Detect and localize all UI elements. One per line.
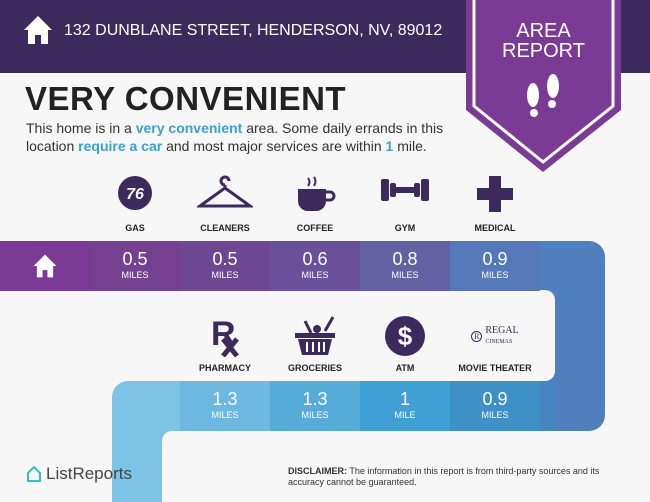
footprints-icon [527, 74, 559, 117]
hanger-icon [180, 175, 270, 216]
distance-value: 0.5 [122, 249, 148, 269]
rx-icon: R [180, 315, 270, 362]
description: This home is in a very convenient area. … [26, 120, 444, 154]
distance-cell-atm: 1 MILE [360, 381, 450, 431]
distance-unit: MILES [391, 270, 419, 280]
distance-value: 0.6 [302, 249, 328, 269]
distance-unit: MILES [481, 410, 509, 420]
path-inner-cut [162, 431, 180, 502]
medical-cross-icon [450, 175, 540, 218]
distance-cell-movie-theater: 0.9 MILES [450, 381, 540, 431]
address: 132 DUNBLANE STREET, HENDERSON, NV, 8901… [64, 22, 443, 39]
distance-value: 1 [399, 389, 410, 409]
path-segment [540, 381, 555, 431]
amenity-label: GAS [125, 223, 145, 233]
distance-value: 0.9 [482, 249, 508, 269]
gas-76-icon: 76 [90, 175, 180, 216]
amenity-label: MEDICAL [474, 223, 516, 233]
page-title: VERY CONVENIENT [25, 80, 347, 117]
amenity-label: PHARMACY [198, 363, 251, 373]
amenity-label: GROCERIES [287, 363, 342, 373]
svg-text:$: $ [398, 321, 413, 351]
home-icon [33, 254, 57, 278]
home-cell [0, 241, 90, 291]
distance-value: 1.3 [302, 389, 328, 409]
distance-cell-gas: 0.5 MILES [90, 241, 180, 291]
distance-value: 0.8 [392, 249, 418, 269]
amenity-label: ATM [395, 363, 415, 373]
distance-unit: MILES [301, 410, 329, 420]
distance-value: 0.9 [482, 389, 508, 409]
amenity-label: MOVIE THEATER [458, 363, 532, 373]
svg-text:76: 76 [126, 186, 144, 203]
distance-cell-cleaners: 0.5 MILES [180, 241, 270, 291]
distance-value: 0.5 [212, 249, 238, 269]
distance-cell-medical: 0.9 MILES [450, 241, 540, 291]
amenity-label: CLEANERS [200, 223, 250, 233]
disclaimer: DISCLAIMER: The information in this repo… [288, 466, 600, 487]
distance-unit: MILES [211, 270, 239, 280]
distance-value: 1.3 [212, 389, 238, 409]
amenity-label: COFFEE [296, 223, 334, 233]
distance-unit: MILE [394, 410, 416, 420]
dollar-icon: $ [360, 315, 450, 362]
distance-cell-coffee: 0.6 MILES [270, 241, 360, 291]
badge-text: AREA REPORT [502, 20, 585, 62]
distance-cell-pharmacy: 1.3 MILES [180, 381, 270, 431]
listreports-logo: ListReports [26, 464, 132, 484]
dumbbell-icon [360, 175, 450, 210]
area-report-badge [466, 0, 621, 172]
distance-unit: MILES [211, 410, 239, 420]
path-inner-cut [540, 290, 555, 381]
distance-cell-groceries: 1.3 MILES [270, 381, 360, 431]
basket-icon [270, 315, 360, 362]
distance-unit: MILES [301, 270, 329, 280]
distance-unit: MILES [121, 270, 149, 280]
distance-cell-gym: 0.8 MILES [360, 241, 450, 291]
coffee-cup-icon [270, 175, 360, 218]
amenity-label: GYM [394, 223, 416, 233]
home-icon [24, 16, 52, 44]
regal-cinemas-logo: R REGAL CINEMAS [450, 315, 540, 346]
distance-unit: MILES [481, 270, 509, 280]
